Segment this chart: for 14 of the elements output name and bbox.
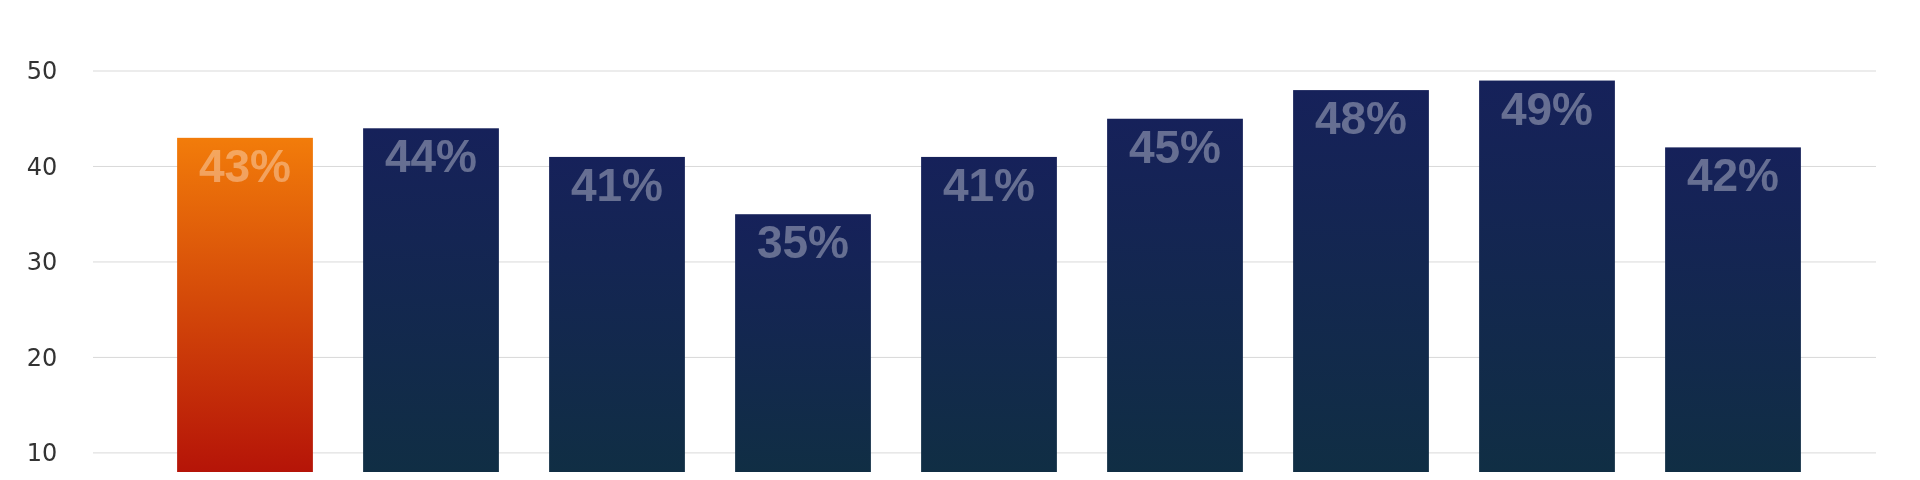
data-label: 42% [1686,149,1780,202]
data-label: 48% [1314,92,1408,145]
y-tick-label: 50 [26,57,58,86]
y-tick-label: 10 [26,439,58,468]
y-tick-label: 30 [26,248,58,277]
data-label: 43% [198,139,292,192]
data-label: 41% [942,158,1036,211]
data-label: 49% [1500,82,1594,135]
data-label: 41% [570,158,664,211]
y-tick-label: 40 [26,152,58,181]
data-label: 35% [756,216,850,269]
y-tick-label: 20 [26,343,58,372]
data-label: 45% [1128,120,1222,173]
data-label: 44% [384,130,478,183]
